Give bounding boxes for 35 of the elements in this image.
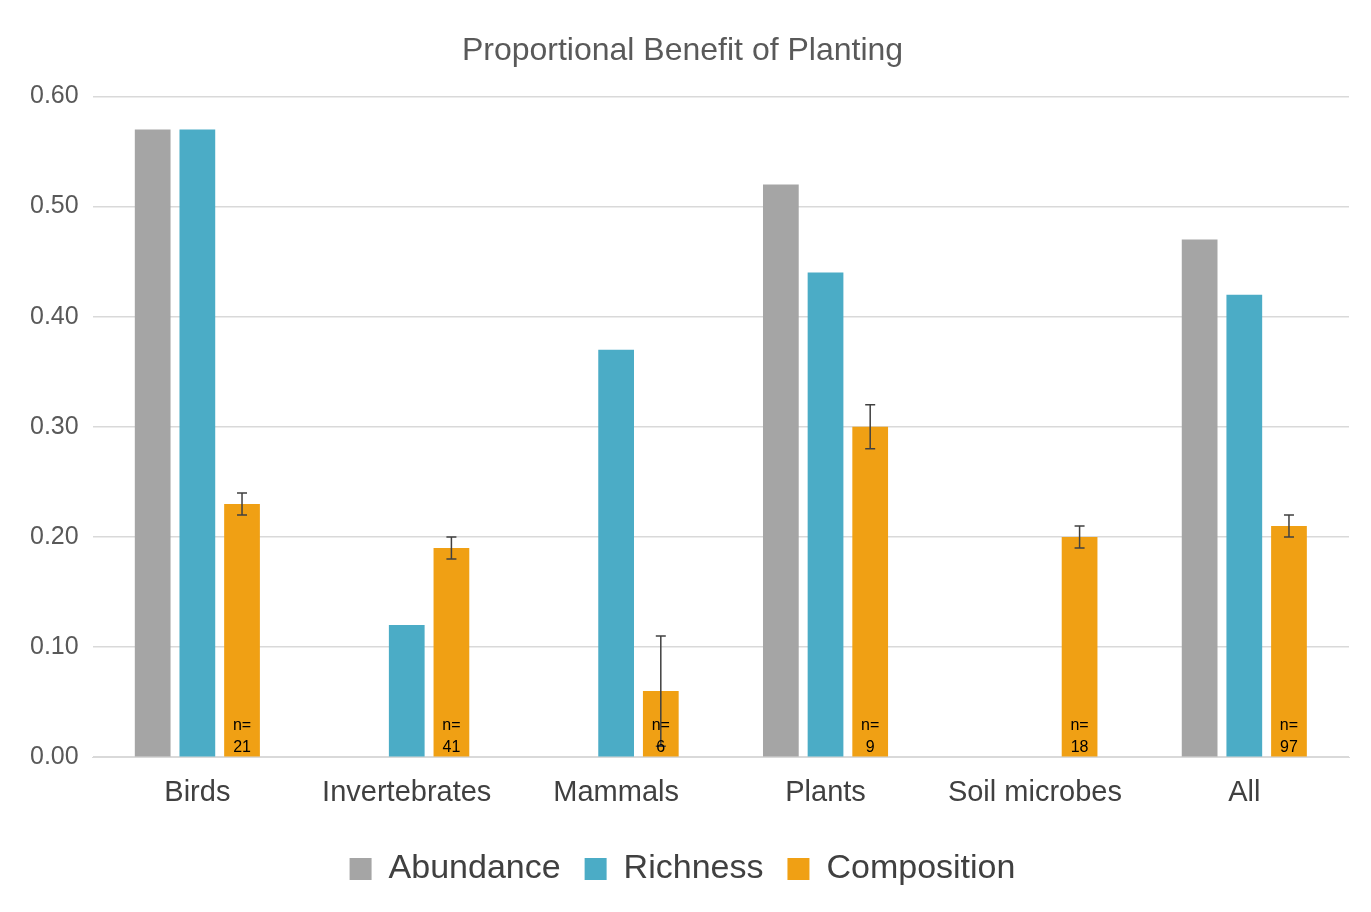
annotation: n= 21	[232, 715, 252, 755]
bar	[134, 129, 171, 757]
bar	[1226, 294, 1263, 757]
bar	[1061, 536, 1098, 757]
legend-label: Composition	[826, 847, 1016, 886]
bar	[388, 625, 425, 757]
bar	[1181, 239, 1218, 757]
x-tick-label: Mammals	[553, 774, 679, 807]
x-tick-label: Invertebrates	[322, 774, 492, 807]
bar	[807, 272, 844, 757]
x-tick-label: Soil microbes	[947, 774, 1122, 807]
annotation: n= 97	[1279, 715, 1299, 755]
y-tick-label: 0.20	[29, 520, 79, 549]
legend-label: Richness	[623, 847, 764, 886]
annotation: n= 18	[1070, 715, 1089, 755]
y-tick-label: 0.40	[29, 300, 79, 329]
y-tick-label: 0.30	[29, 410, 79, 439]
y-tick-label: 0.60	[29, 80, 79, 109]
bar	[1271, 525, 1307, 757]
annotation: n= 9	[861, 715, 880, 755]
bar	[224, 503, 260, 757]
bar	[598, 349, 634, 757]
bar	[179, 129, 216, 757]
bar	[852, 426, 889, 757]
y-tick-label: 0.50	[29, 190, 79, 219]
bar	[433, 547, 470, 757]
x-tick-label: All	[1228, 774, 1261, 807]
y-tick-label: 0.10	[29, 630, 79, 659]
x-tick-label: Birds	[164, 774, 231, 807]
legend-label: Abundance	[388, 847, 561, 886]
bar	[762, 184, 799, 757]
annotation: n= 41	[442, 715, 461, 755]
y-tick-label: 0.00	[29, 741, 79, 770]
x-tick-label: Plants	[785, 774, 866, 807]
chart-title: Proportional Benefit of Planting	[461, 31, 904, 68]
